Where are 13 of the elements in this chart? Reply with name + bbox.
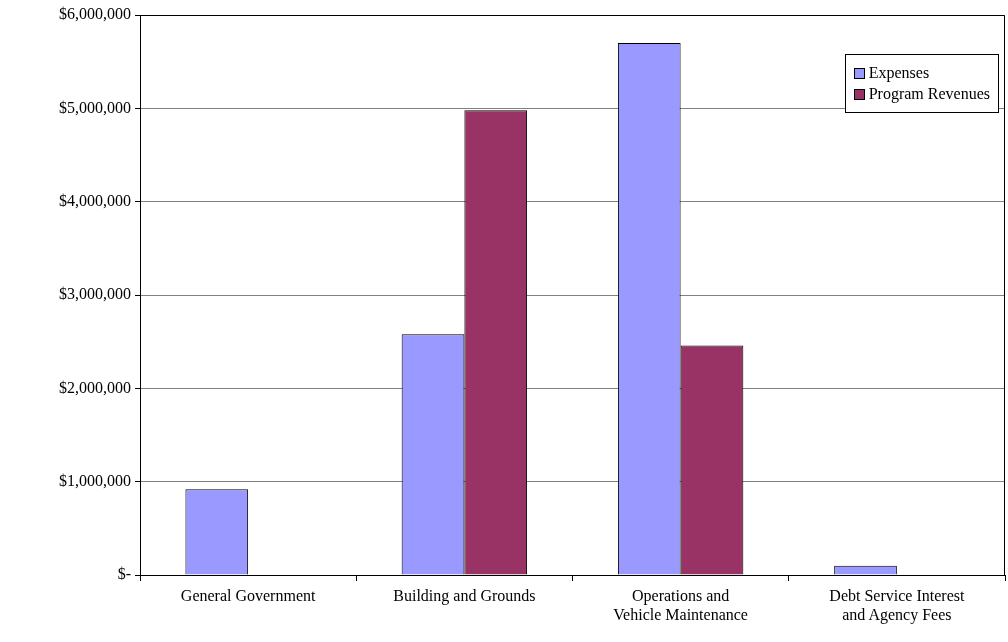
- y-tick-label: $3,000,000: [59, 285, 131, 303]
- y-tick-label: $1,000,000: [59, 471, 131, 489]
- y-tick-label: $6,000,000: [59, 5, 131, 23]
- x-tick-label: Building and Grounds: [393, 586, 536, 605]
- x-tick-label: General Government: [180, 586, 316, 604]
- y-tick-label: $-: [117, 565, 131, 583]
- legend-label: Program Revenues: [868, 85, 990, 103]
- x-tick-label: Operations and Vehicle Maintenance: [613, 586, 748, 623]
- x-tick-label: Debt Service Interest and Agency Fees: [829, 586, 965, 624]
- y-tick-label: $4,000,000: [59, 191, 131, 209]
- y-tick-label: $5,000,000: [59, 98, 131, 116]
- legend-label: Expenses: [868, 64, 930, 82]
- y-tick-label: $2,000,000: [59, 378, 131, 396]
